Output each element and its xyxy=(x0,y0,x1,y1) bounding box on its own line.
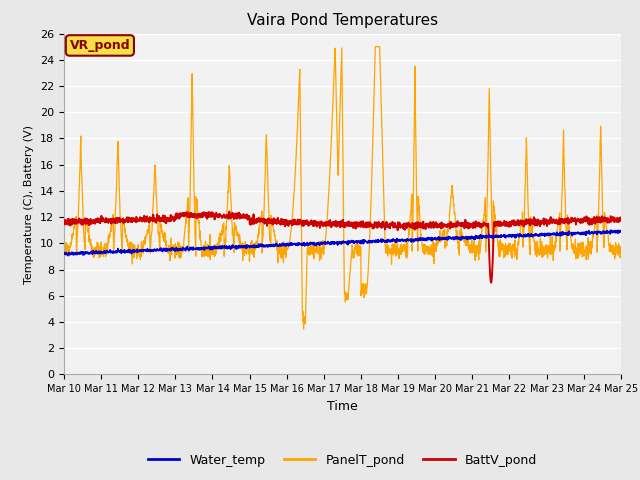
X-axis label: Time: Time xyxy=(327,400,358,413)
Title: Vaira Pond Temperatures: Vaira Pond Temperatures xyxy=(247,13,438,28)
Y-axis label: Temperature (C), Battery (V): Temperature (C), Battery (V) xyxy=(24,124,35,284)
Text: VR_pond: VR_pond xyxy=(70,39,130,52)
Legend: Water_temp, PanelT_pond, BattV_pond: Water_temp, PanelT_pond, BattV_pond xyxy=(143,449,542,472)
